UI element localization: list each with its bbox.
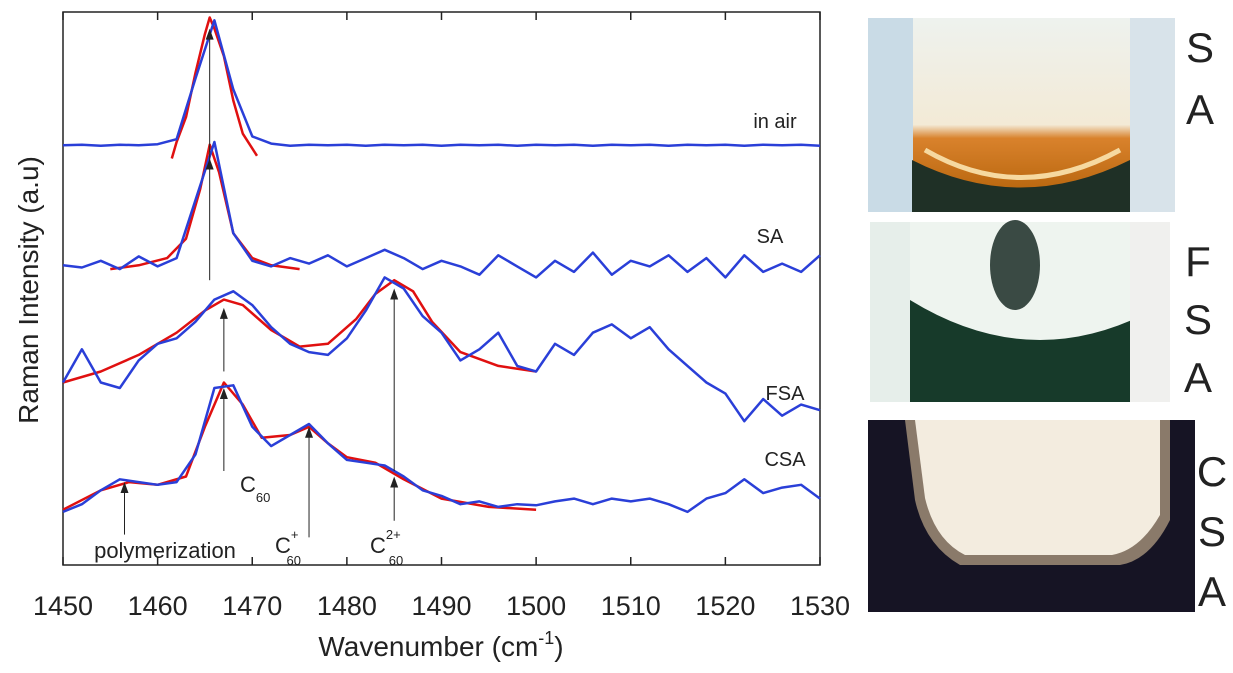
x-axis-label: Wavenumber (cm-1) (318, 628, 563, 662)
spectrum-line (61, 276, 821, 423)
annotation-sub: 60 (389, 553, 403, 568)
x-tick-label: 1520 (695, 591, 755, 621)
x-tick-label: 1510 (601, 591, 661, 621)
series-label: CSA (764, 449, 806, 471)
annotation: polymerization (94, 538, 236, 563)
x-tick-label: 1530 (790, 591, 850, 621)
photo-fsa (870, 220, 1170, 402)
annotation-sup: + (291, 527, 299, 542)
photo-letter: A (1198, 568, 1226, 615)
x-axis-label-end: ) (554, 631, 563, 662)
arrow-head (305, 426, 314, 438)
fit-line (62, 278, 537, 384)
arrow-head (219, 307, 228, 319)
photo-letter: A (1186, 86, 1214, 133)
annotation-sub: 60 (286, 553, 300, 568)
annotation: C+ 60 (275, 527, 301, 568)
annotation: C60 (240, 472, 270, 505)
annotation-sub: 60 (256, 490, 270, 505)
photo-letter: S (1184, 296, 1212, 343)
series-label: FSA (766, 383, 806, 405)
spectrum-line (62, 384, 821, 514)
fit-line (110, 143, 300, 271)
photo-sa (868, 18, 1175, 212)
annotation-text: C (370, 533, 386, 558)
photo-letter: A (1184, 354, 1212, 401)
fit-line (62, 381, 537, 511)
annotation-text: polymerization (94, 538, 236, 563)
x-tick-label: 1470 (222, 591, 282, 621)
x-axis-label-sup: -1 (538, 628, 554, 648)
y-axis-label: Raman Intensity (a.u) (13, 156, 44, 424)
photo-letter: S (1186, 24, 1214, 71)
arrow-head (120, 482, 129, 494)
annotation-sup: 2+ (386, 527, 401, 542)
photo-letter: F (1185, 238, 1211, 285)
arrow-head (219, 388, 228, 400)
annotation-text: C (275, 533, 291, 558)
arrow-head (390, 288, 399, 300)
x-tick-label: 1490 (411, 591, 471, 621)
photo-csa (868, 420, 1195, 612)
photo-letter: C (1197, 448, 1227, 495)
x-tick-label: 1500 (506, 591, 566, 621)
fit-line (170, 16, 259, 159)
x-axis-label-text: Wavenumber (cm (318, 631, 538, 662)
photo-letter: S (1198, 508, 1226, 555)
spectrum-line (62, 140, 821, 279)
series-label: SA (757, 226, 784, 248)
x-tick-label: 1480 (317, 591, 377, 621)
arrow-head (390, 476, 399, 488)
annotation: C2+ 60 (370, 527, 403, 568)
spectrum-line (62, 19, 821, 148)
arrow-head (205, 28, 214, 40)
x-tick-label: 1460 (128, 591, 188, 621)
series-label: in air (753, 111, 797, 133)
arrow-head (205, 158, 214, 170)
x-tick-label: 1450 (33, 591, 93, 621)
annotation-text: C (240, 472, 256, 497)
